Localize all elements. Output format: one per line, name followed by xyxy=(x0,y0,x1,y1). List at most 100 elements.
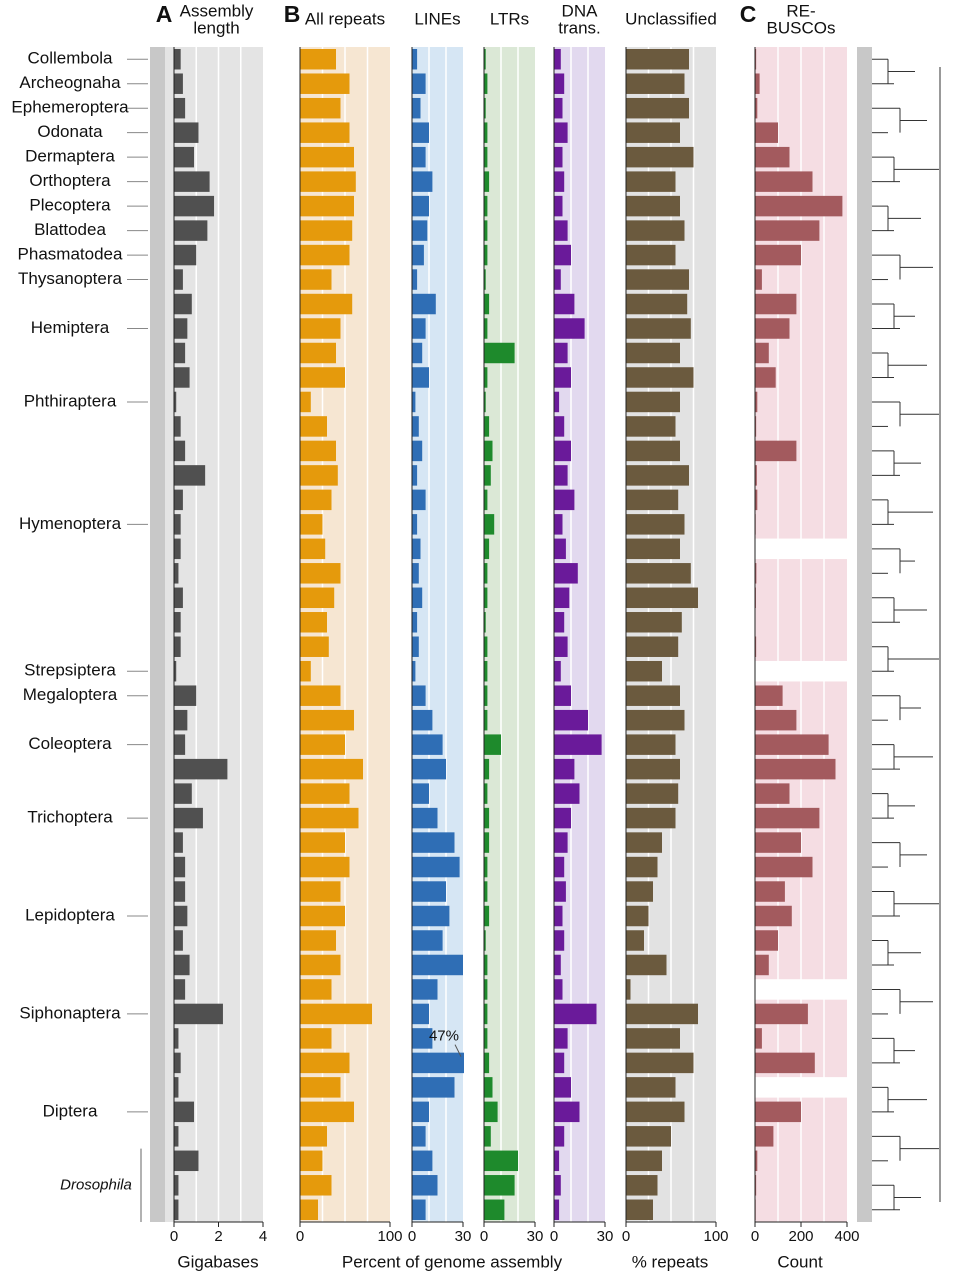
bar xyxy=(484,807,490,829)
x-tick-label: 0 xyxy=(170,1228,178,1245)
bar xyxy=(174,538,181,560)
bar xyxy=(300,195,354,217)
bar xyxy=(755,954,769,976)
bar xyxy=(554,367,571,388)
bar xyxy=(412,318,426,339)
bar xyxy=(484,97,486,119)
bar xyxy=(484,416,490,437)
bar xyxy=(554,220,568,241)
bar xyxy=(554,73,565,94)
bar xyxy=(554,1175,561,1196)
bar xyxy=(626,1175,658,1196)
order-label: Plecoptera xyxy=(29,196,111,215)
x-tick-label: 4 xyxy=(259,1228,267,1245)
bar xyxy=(755,1101,801,1123)
bar xyxy=(626,807,676,829)
bar xyxy=(412,1199,426,1220)
bar xyxy=(554,758,575,780)
x-tick-label: 0 xyxy=(480,1228,488,1245)
bar xyxy=(626,1101,685,1123)
bar xyxy=(626,49,689,70)
bar xyxy=(755,832,801,853)
panel-background xyxy=(484,47,535,1222)
value-label: 47% xyxy=(429,1028,459,1045)
bar xyxy=(626,269,689,290)
bar xyxy=(174,465,206,486)
bar xyxy=(755,171,813,192)
order-strip xyxy=(857,47,872,1222)
bar xyxy=(626,563,691,584)
x-tick-label: 400 xyxy=(834,1228,859,1245)
bar xyxy=(484,514,495,535)
bar xyxy=(626,293,688,315)
bar xyxy=(412,293,436,315)
bar xyxy=(755,563,757,584)
bar xyxy=(174,244,197,266)
bar xyxy=(554,440,571,462)
bar xyxy=(300,856,350,878)
bars xyxy=(174,49,228,1220)
order-label: Archeognaha xyxy=(19,73,121,92)
panel-title: length xyxy=(193,18,239,37)
bar xyxy=(755,734,829,755)
bar xyxy=(626,342,680,364)
bar xyxy=(626,538,680,560)
bar xyxy=(755,367,776,388)
bar xyxy=(554,244,571,266)
bar xyxy=(174,1003,223,1025)
order-label: Odonata xyxy=(37,122,103,141)
bars xyxy=(484,49,518,1220)
bar xyxy=(484,1101,498,1123)
bar xyxy=(755,440,797,462)
bar xyxy=(300,832,345,853)
order-label: Ephemeroptera xyxy=(11,98,129,117)
bar xyxy=(300,636,329,657)
bar xyxy=(412,758,446,780)
bar xyxy=(484,440,493,462)
bar xyxy=(174,930,183,951)
bar xyxy=(626,73,685,94)
bar xyxy=(300,49,336,70)
bar xyxy=(484,905,490,927)
bar xyxy=(554,122,568,143)
bar xyxy=(755,905,792,927)
bar xyxy=(300,807,359,829)
bar xyxy=(300,318,341,339)
bar xyxy=(484,367,488,388)
bar xyxy=(755,465,757,486)
bar xyxy=(174,269,183,290)
bar xyxy=(626,489,679,511)
bar xyxy=(412,979,438,1000)
bar xyxy=(626,612,682,633)
bar xyxy=(484,293,490,315)
bar xyxy=(300,660,311,682)
order-label: Phthiraptera xyxy=(24,391,117,410)
bar xyxy=(554,293,575,315)
bar xyxy=(755,758,836,780)
bar xyxy=(554,1150,560,1172)
x-tick-label: 30 xyxy=(597,1228,614,1245)
bar xyxy=(484,1028,488,1049)
bar xyxy=(412,538,421,560)
bar xyxy=(300,220,353,241)
bar xyxy=(412,612,418,633)
bar xyxy=(174,391,177,413)
bar xyxy=(484,195,488,217)
bar xyxy=(626,244,676,266)
bar xyxy=(174,49,181,70)
bar xyxy=(412,146,426,168)
bar xyxy=(755,416,757,437)
bar xyxy=(484,734,501,755)
bar xyxy=(174,1126,179,1147)
bar xyxy=(554,1126,565,1147)
bar xyxy=(484,73,488,94)
bar xyxy=(554,930,565,951)
bar xyxy=(300,293,353,315)
bar xyxy=(300,905,345,927)
bar xyxy=(626,465,689,486)
panel-title: Unclassified xyxy=(625,9,717,28)
bar xyxy=(484,563,488,584)
order-label: Siphonaptera xyxy=(19,1003,121,1022)
bar xyxy=(626,636,679,657)
bar xyxy=(554,954,561,976)
